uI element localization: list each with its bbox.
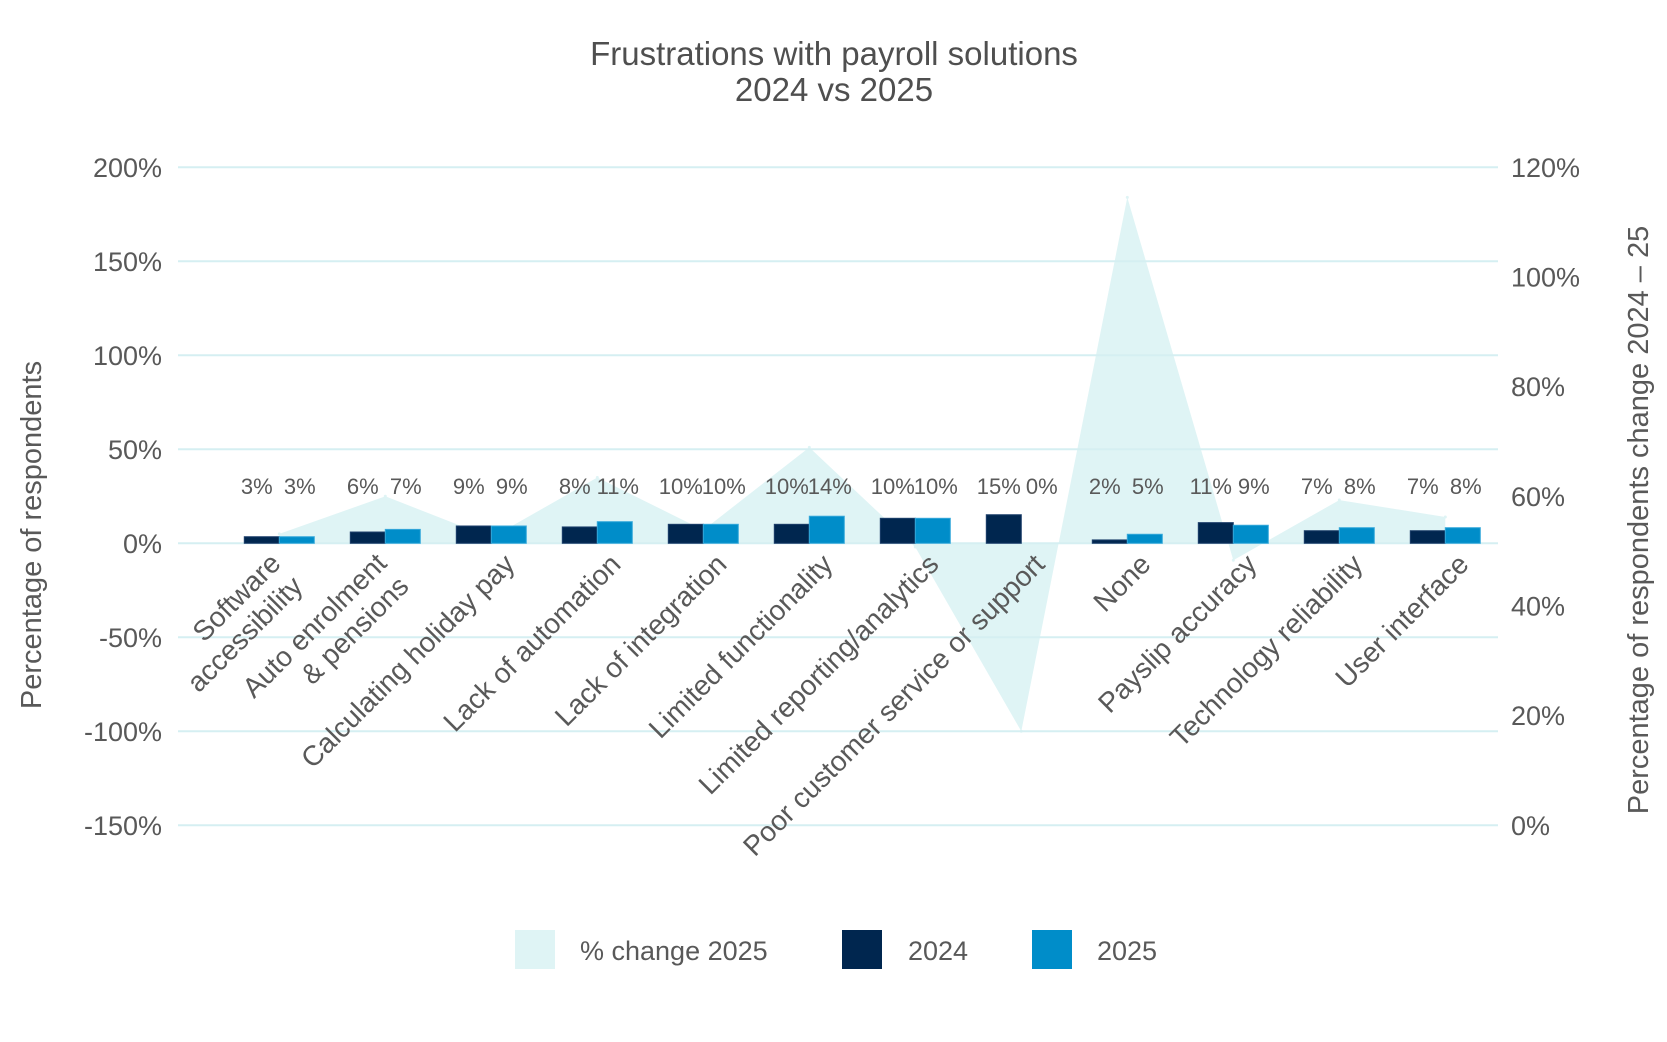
y-left-tick-label: -50%: [99, 623, 162, 653]
y-right-tick-label: 0%: [1511, 811, 1550, 841]
y-left-tick-label: 0%: [123, 529, 162, 559]
data-label: 10%: [871, 474, 915, 499]
bar-series-layer: [243, 514, 1481, 544]
bar-2025: [1232, 524, 1269, 544]
y-right-tick-label: 80%: [1511, 372, 1565, 402]
y-axis-right-title: Percentage of respondents change 2024 – …: [1623, 226, 1655, 815]
y-left-tick-label: 150%: [93, 247, 162, 277]
data-label: 5%: [1132, 474, 1164, 499]
y-right-tick-label: 120%: [1511, 153, 1580, 183]
data-label: 0%: [1026, 474, 1058, 499]
area-point: [1125, 195, 1129, 199]
bar-2025: [702, 523, 739, 544]
data-label: 11%: [597, 474, 639, 499]
bar-2024: [667, 523, 704, 544]
data-label: 10%: [702, 474, 746, 499]
area-point: [1337, 498, 1341, 502]
legend-item-2024: 2024: [842, 930, 968, 969]
bar-2024: [985, 514, 1022, 544]
data-label: 15%: [977, 474, 1021, 499]
gridlines: [178, 166, 1498, 827]
bar-2025: [1444, 527, 1481, 544]
area-point: [383, 494, 387, 498]
bar-2025: [596, 521, 633, 544]
data-label: 8%: [1344, 474, 1376, 499]
y-right-tick-label: 100%: [1511, 262, 1580, 292]
data-label: 9%: [453, 474, 485, 499]
y-axis-left-tick-labels: 200% 150% 100% 50% 0% -50% -100% -150%: [84, 153, 162, 841]
y-axis-left-title: Percentage of respondents: [16, 361, 48, 709]
bar-2025: [1338, 527, 1375, 544]
data-label: 10%: [659, 474, 703, 499]
legend-swatch-change: [515, 930, 555, 969]
legend-label-2024: 2024: [908, 936, 968, 966]
bar-2024: [243, 536, 280, 544]
data-label: 3%: [241, 474, 273, 499]
bar-2025: [384, 528, 421, 544]
chart-title: Frustrations with payroll solutions: [590, 35, 1078, 72]
bar-2025: [808, 515, 845, 544]
data-label: 9%: [496, 474, 528, 499]
bar-2025: [914, 517, 951, 544]
legend-item-change: % change 2025: [515, 930, 768, 969]
y-left-tick-label: -100%: [84, 717, 162, 747]
legend-label-2025: 2025: [1097, 936, 1157, 966]
chart-subtitle: 2024 vs 2025: [735, 71, 933, 108]
bar-2024: [879, 517, 916, 544]
bar-2025: [1126, 533, 1163, 544]
area-point: [807, 445, 811, 449]
legend-item-2025: 2025: [1032, 930, 1157, 969]
data-label: 7%: [1407, 474, 1439, 499]
data-label: 14%: [808, 474, 852, 499]
area-point: [1443, 515, 1447, 519]
data-labels: 3% 6% 9% 8% 10% 10% 10% 15% 2% 11% 7% 7%3% 7% 9% 11% 10…: [241, 474, 1482, 499]
legend-swatch-2024: [842, 930, 882, 969]
bar-2024: [1091, 539, 1128, 544]
bar-2024: [1409, 530, 1446, 544]
area-point: [913, 545, 917, 549]
bar-2025: [278, 536, 315, 544]
legend: % change 2025 2024 2025: [515, 930, 1157, 969]
bar-2024: [1303, 530, 1340, 544]
data-label: 7%: [390, 474, 422, 499]
data-label: 10%: [914, 474, 958, 499]
data-label: 2%: [1089, 474, 1121, 499]
legend-label-change: % change 2025: [580, 936, 768, 966]
bar-2025: [490, 525, 527, 544]
area-point: [277, 532, 281, 536]
y-right-tick-label: 40%: [1511, 591, 1565, 621]
data-label: 11%: [1190, 474, 1232, 499]
area-series-change: [279, 197, 1446, 732]
legend-swatch-2025: [1032, 930, 1072, 969]
bar-2024: [773, 523, 810, 544]
bar-2024: [349, 531, 386, 544]
data-label: 8%: [559, 474, 591, 499]
data-label: 7%: [1301, 474, 1333, 499]
y-left-tick-label: -150%: [84, 811, 162, 841]
y-left-tick-label: 200%: [93, 153, 162, 183]
y-right-tick-label: 20%: [1511, 701, 1565, 731]
y-left-tick-label: 100%: [93, 341, 162, 371]
area-point: [595, 476, 599, 479]
area-point: [1231, 558, 1235, 562]
y-left-tick-label: 50%: [108, 435, 162, 465]
bar-2024: [561, 526, 598, 544]
bar-2024: [455, 525, 492, 544]
bar-2024: [1197, 522, 1234, 544]
data-label: 10%: [765, 474, 809, 499]
y-axis-right-tick-labels: 120% 100% 80% 60% 40% 20% 0%: [1511, 153, 1580, 841]
y-right-tick-label: 60%: [1511, 482, 1565, 512]
data-label: 3%: [284, 474, 316, 499]
data-label: 9%: [1238, 474, 1270, 499]
data-label: 8%: [1450, 474, 1482, 499]
data-label: 6%: [347, 474, 379, 499]
